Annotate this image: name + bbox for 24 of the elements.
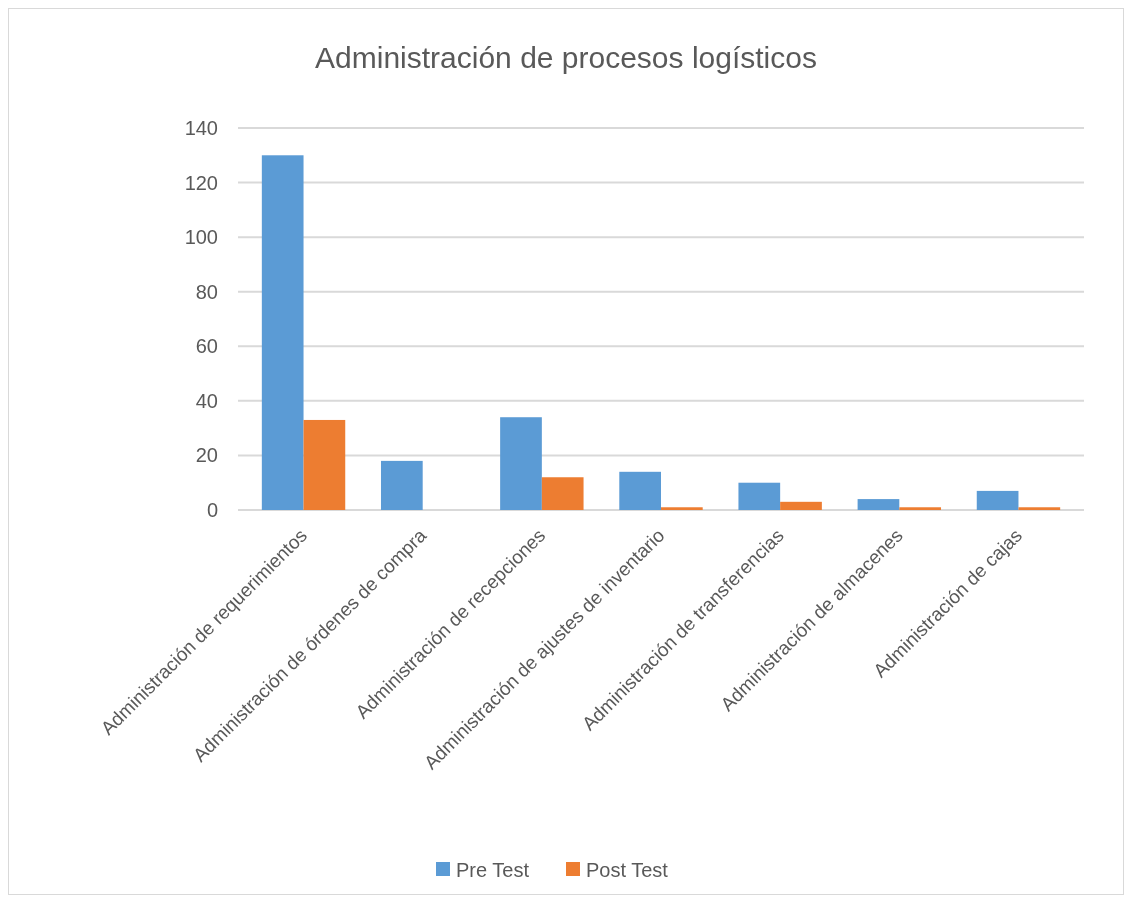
y-tick-label: 20	[195, 444, 218, 467]
y-tick-label: 80	[195, 280, 218, 303]
y-tick-label: 100	[184, 226, 218, 249]
bar	[899, 507, 942, 510]
bar	[380, 460, 423, 510]
chart-title: Administración de procesos logísticos	[315, 41, 817, 74]
bar	[541, 477, 584, 510]
bar	[857, 499, 900, 510]
bar	[738, 482, 781, 510]
legend-label: Post Test	[586, 859, 669, 881]
bar	[1018, 507, 1061, 510]
bar	[661, 507, 703, 510]
y-tick-label: 60	[195, 335, 218, 358]
y-tick-label: 120	[184, 171, 218, 194]
bar	[303, 419, 346, 510]
bar	[500, 417, 542, 510]
bar	[261, 155, 304, 510]
y-tick-label: 140	[184, 117, 218, 139]
bar	[976, 490, 1019, 510]
bar	[619, 471, 661, 510]
y-tick-label: 0	[206, 499, 218, 521]
legend-label: Pre Test	[456, 859, 530, 881]
bar	[780, 501, 822, 510]
y-tick-label: 40	[195, 389, 218, 412]
